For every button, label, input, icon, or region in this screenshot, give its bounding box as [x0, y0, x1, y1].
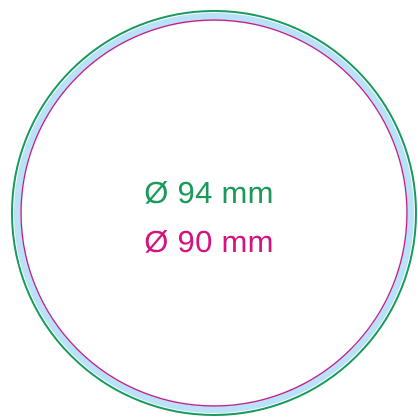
- bleed-band: [14, 13, 414, 413]
- inner-circle-90mm: [20, 19, 408, 407]
- inner-diameter-label: Ø 90 mm: [144, 224, 274, 259]
- outer-diameter-label: Ø 94 mm: [144, 175, 274, 210]
- outer-circle-94mm: [11, 10, 417, 416]
